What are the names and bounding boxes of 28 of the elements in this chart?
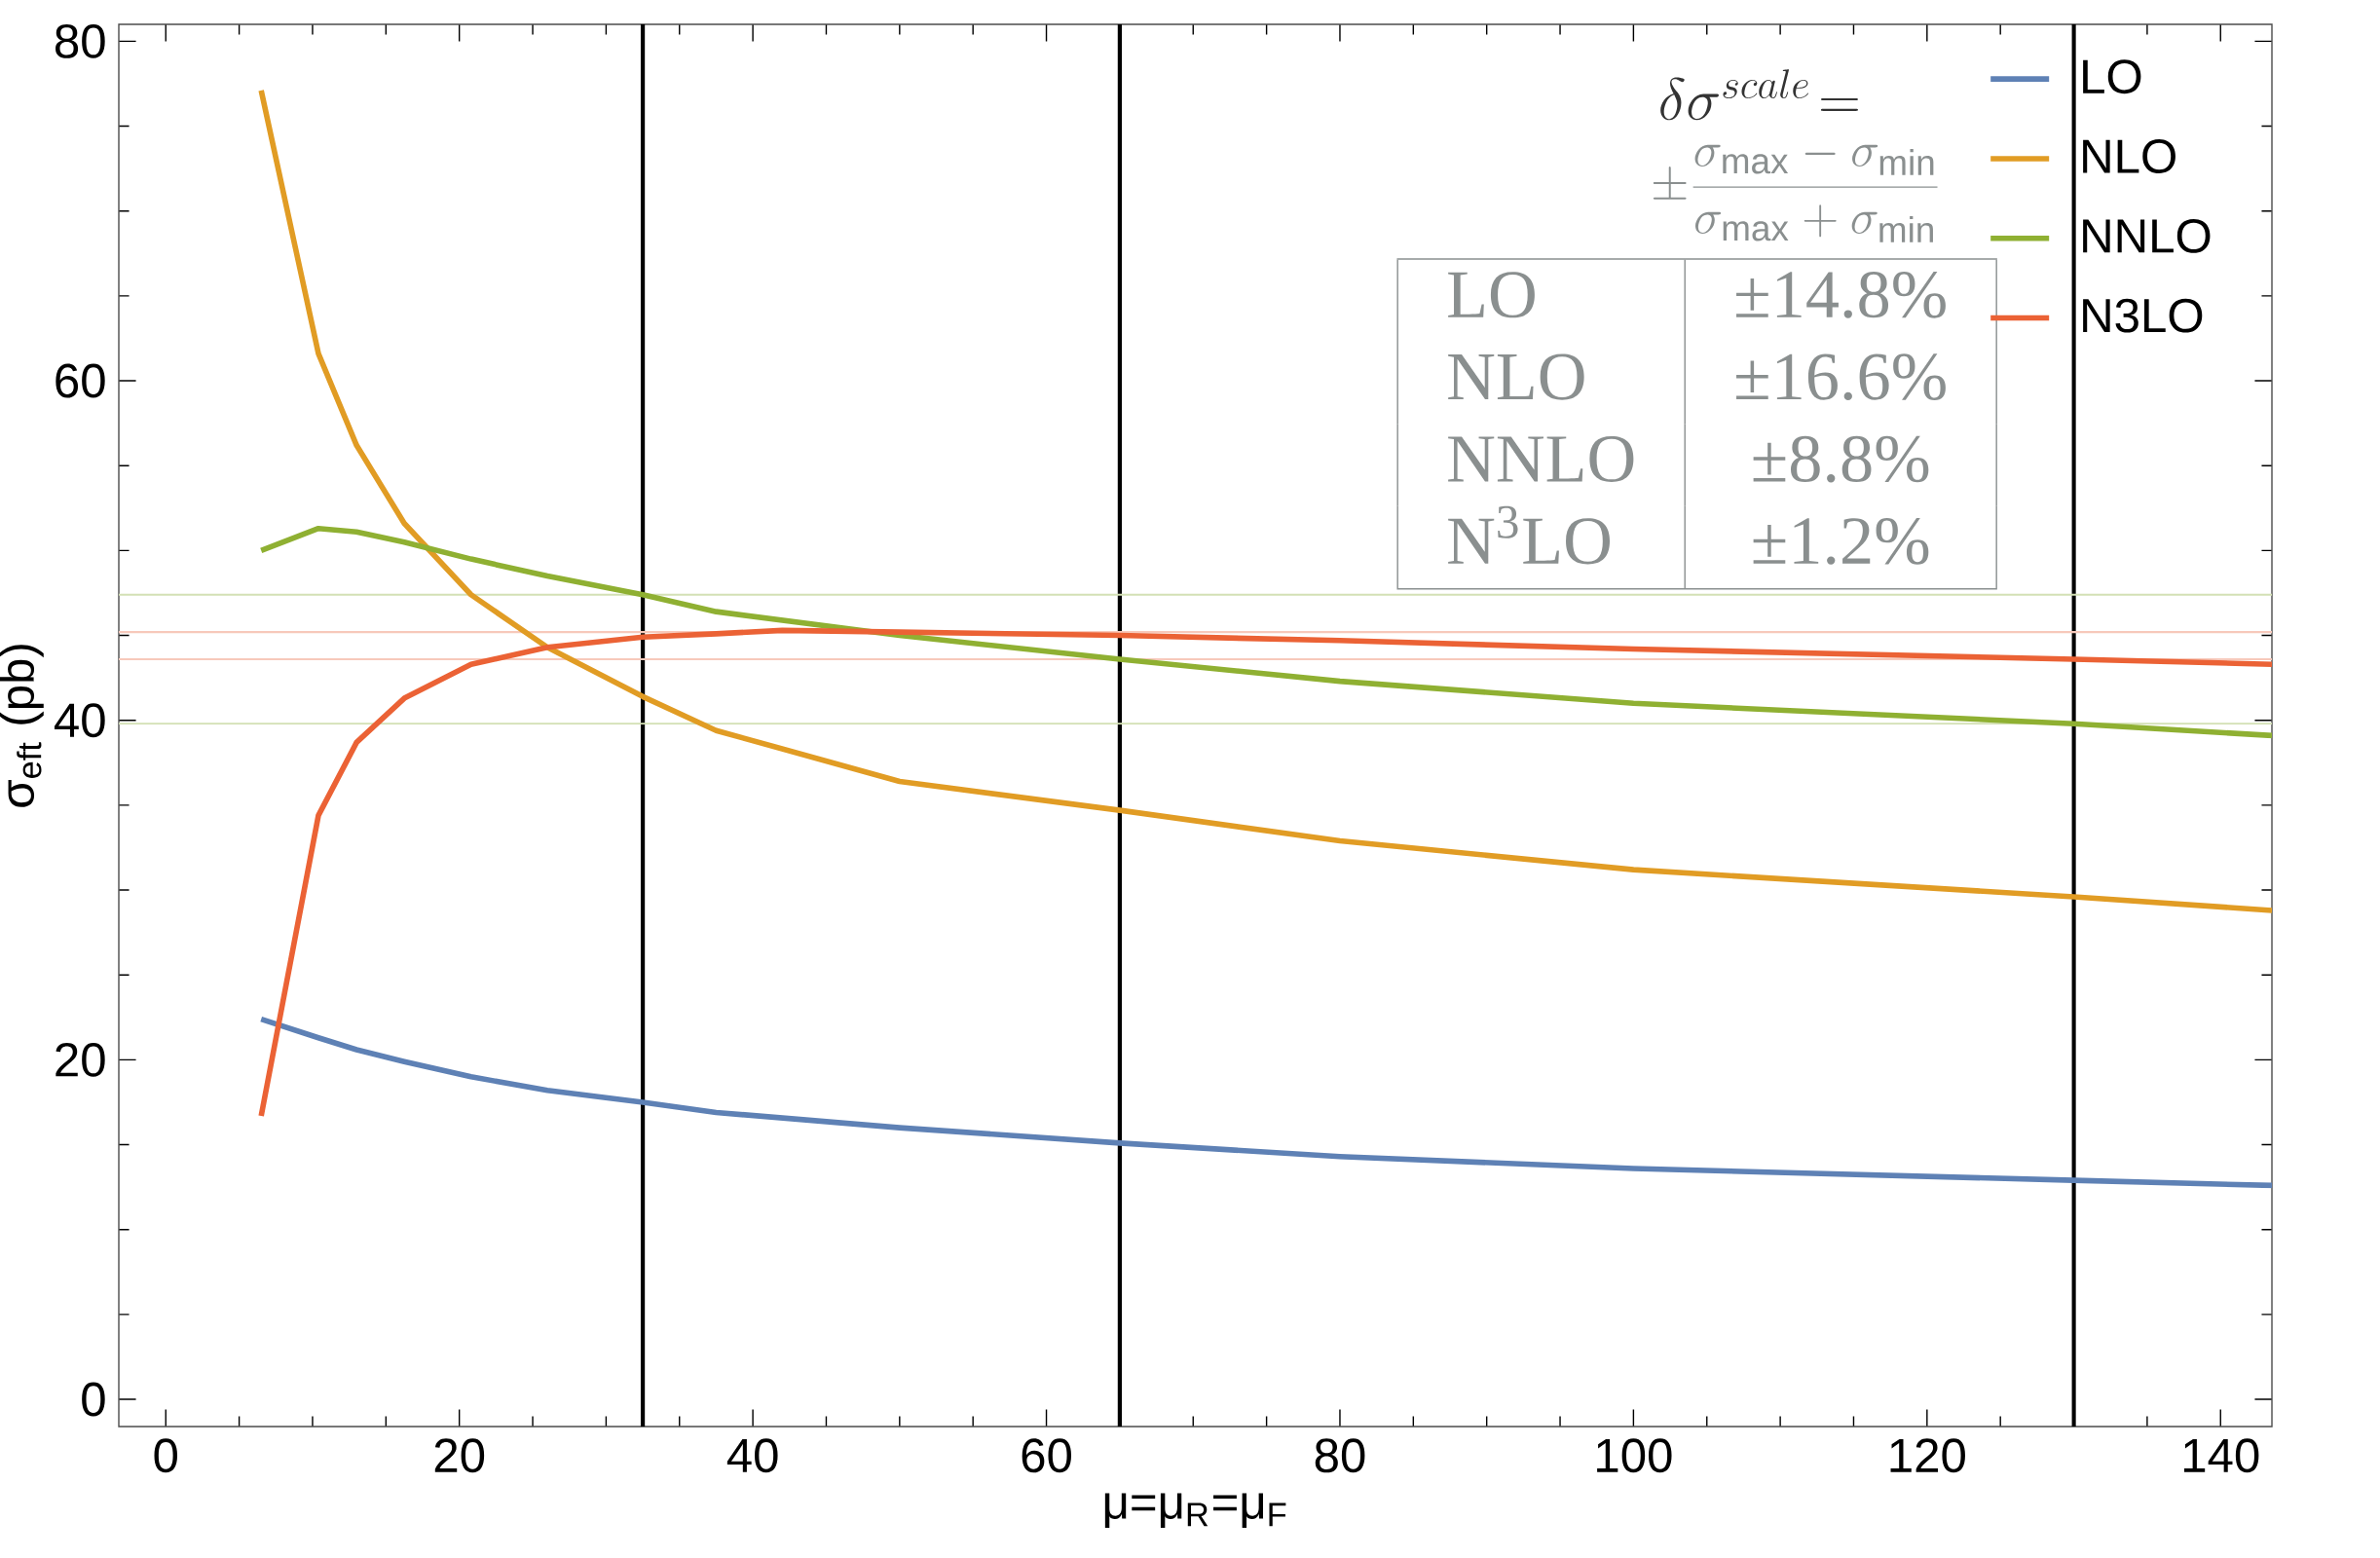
x-tick-label: 80 xyxy=(1315,1438,1365,1473)
annotation: ±14.8% xyxy=(1736,271,1946,318)
y-tick-label: 60 xyxy=(56,363,105,398)
legend-label: LO xyxy=(2083,59,2141,94)
x-tick-label: 100 xyxy=(1597,1438,1672,1473)
annotation: $\delta\sigma^{scale}\!=$ xyxy=(1660,69,1859,121)
annotation: ±1.2% xyxy=(1753,518,1929,565)
annotation: ±16.6% xyxy=(1736,353,1946,401)
y-tick-label: 0 xyxy=(82,1382,105,1417)
x-tick-label: 60 xyxy=(1022,1438,1071,1473)
annotation: NNLO xyxy=(1448,435,1634,483)
x-tick-label: 20 xyxy=(434,1438,485,1473)
annotation: N$^{3}$LO xyxy=(1448,505,1610,565)
y-tick-label: 20 xyxy=(56,1042,105,1077)
annotation: ±8.8% xyxy=(1753,435,1929,483)
annotation: LO xyxy=(1448,272,1535,318)
y-tick-label: 80 xyxy=(56,23,105,58)
x-axis-title: μ=μ$_{R}$=μ$_{F}$ xyxy=(1104,1493,1286,1529)
annotation: $\pm\frac{\sigma_{\max}-\sigma_{\min}}{\sigma_{\max}+\sigma_{\min}}$ xyxy=(1653,144,1938,242)
legend-label: N3LO xyxy=(2083,298,2203,333)
legend-label: NNLO xyxy=(2083,218,2211,253)
x-tick-label: 120 xyxy=(1890,1438,1965,1473)
x-tick-label: 140 xyxy=(2183,1438,2259,1473)
x-tick-label: 40 xyxy=(726,1438,778,1473)
annotation: NLO xyxy=(1448,353,1584,400)
y-tick-label: 40 xyxy=(54,703,105,738)
legend-label: NLO xyxy=(2083,139,2175,173)
x-tick-label: 0 xyxy=(154,1438,178,1473)
